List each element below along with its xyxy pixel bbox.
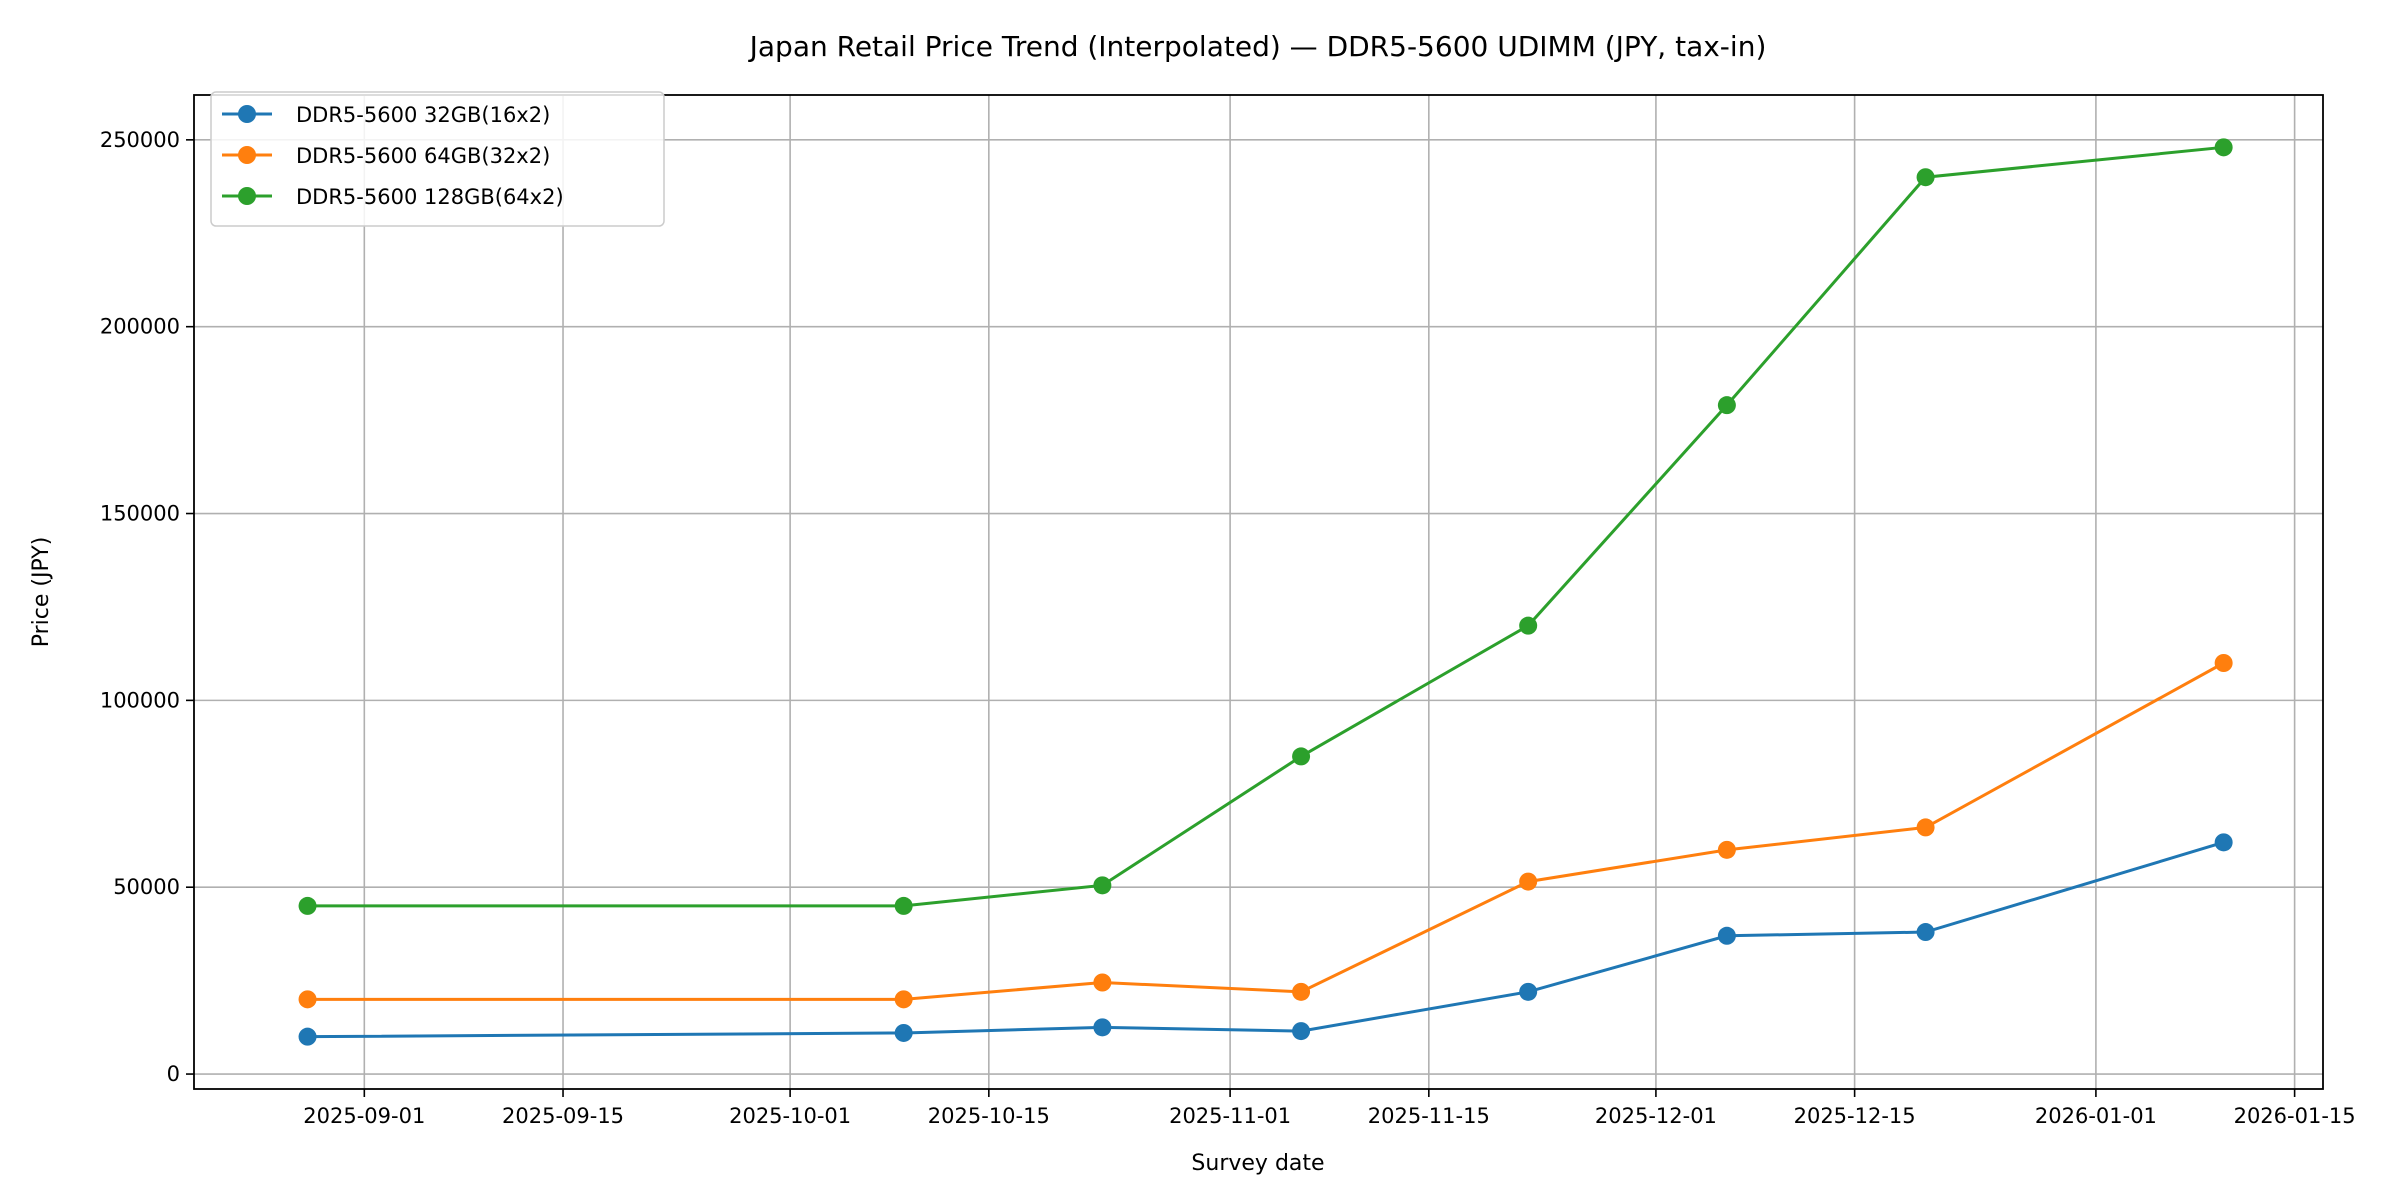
series-line (307, 840, 2225, 1039)
series-group (298, 138, 2233, 1046)
legend-marker (238, 105, 256, 123)
x-tick-label: 2025-12-15 (1794, 1104, 1916, 1128)
legend-marker (238, 146, 256, 164)
data-point (1093, 973, 1112, 992)
data-point (1519, 616, 1538, 635)
legend-marker (238, 187, 256, 205)
data-point (298, 896, 317, 915)
x-tick-label: 2025-10-01 (729, 1104, 851, 1128)
series-3 (298, 138, 2233, 915)
data-point (1519, 982, 1538, 1001)
data-point (1916, 923, 1935, 942)
series-2 (298, 654, 2233, 1009)
data-point (2214, 138, 2233, 157)
y-tick-label: 50000 (113, 875, 180, 899)
data-point (894, 990, 913, 1009)
data-point (1916, 818, 1935, 837)
series-line (307, 145, 2224, 908)
x-axis-label: Survey date (1191, 1151, 1324, 1176)
chart-title: Japan Retail Price Trend (Interpolated) … (748, 30, 1767, 63)
legend-label: DDR5-5600 64GB(32x2) (296, 144, 550, 168)
x-tick-label: 2025-11-01 (1169, 1104, 1291, 1128)
legend: DDR5-5600 32GB(16x2) DDR5-5600 64GB(32x2)… (210, 91, 665, 227)
data-point (2214, 833, 2233, 852)
data-point (1292, 982, 1311, 1001)
series-1 (298, 833, 2233, 1046)
legend-label: DDR5-5600 128GB(64x2) (296, 185, 564, 209)
data-point (2214, 654, 2233, 672)
x-tick-label: 2025-10-15 (928, 1104, 1050, 1128)
legend-label: DDR5-5600 32GB(16x2) (296, 103, 550, 127)
data-point (1292, 1022, 1311, 1041)
y-tick-label: 0 (167, 1062, 180, 1086)
series-line (307, 661, 2225, 1001)
y-tick-label: 150000 (100, 502, 180, 526)
y-axis-label: Price (JPY) (29, 537, 54, 648)
x-tick-label: 2026-01-15 (2234, 1104, 2356, 1128)
data-point (1916, 168, 1935, 187)
x-tick-label: 2025-09-15 (502, 1104, 624, 1128)
x-tick-label: 2025-12-01 (1595, 1104, 1717, 1128)
y-tick-label: 100000 (100, 688, 180, 712)
y-tick-label: 250000 (100, 128, 180, 152)
data-point (298, 1027, 317, 1046)
data-point (298, 990, 317, 1009)
data-point (1717, 840, 1736, 859)
data-point (894, 896, 913, 915)
x-tick-label: 2025-09-01 (303, 1104, 425, 1128)
plot-frame (193, 94, 2324, 1090)
data-point (894, 1023, 913, 1042)
data-point (1717, 926, 1736, 945)
x-axis: 2025-09-01 2025-09-15 2025-10-01 2025-10-15… (303, 1089, 2356, 1128)
data-point (1292, 747, 1311, 766)
data-point (1093, 876, 1112, 895)
y-axis: 0 50000 100000 150000 200000 250000 (100, 128, 194, 1086)
x-tick-label: 2026-01-01 (2035, 1104, 2157, 1128)
data-point (1717, 396, 1736, 415)
x-tick-label: 2025-11-15 (1368, 1104, 1490, 1128)
data-point (1093, 1018, 1112, 1037)
data-point (1519, 872, 1538, 891)
y-tick-label: 200000 (100, 315, 180, 339)
legend-box (210, 91, 665, 227)
